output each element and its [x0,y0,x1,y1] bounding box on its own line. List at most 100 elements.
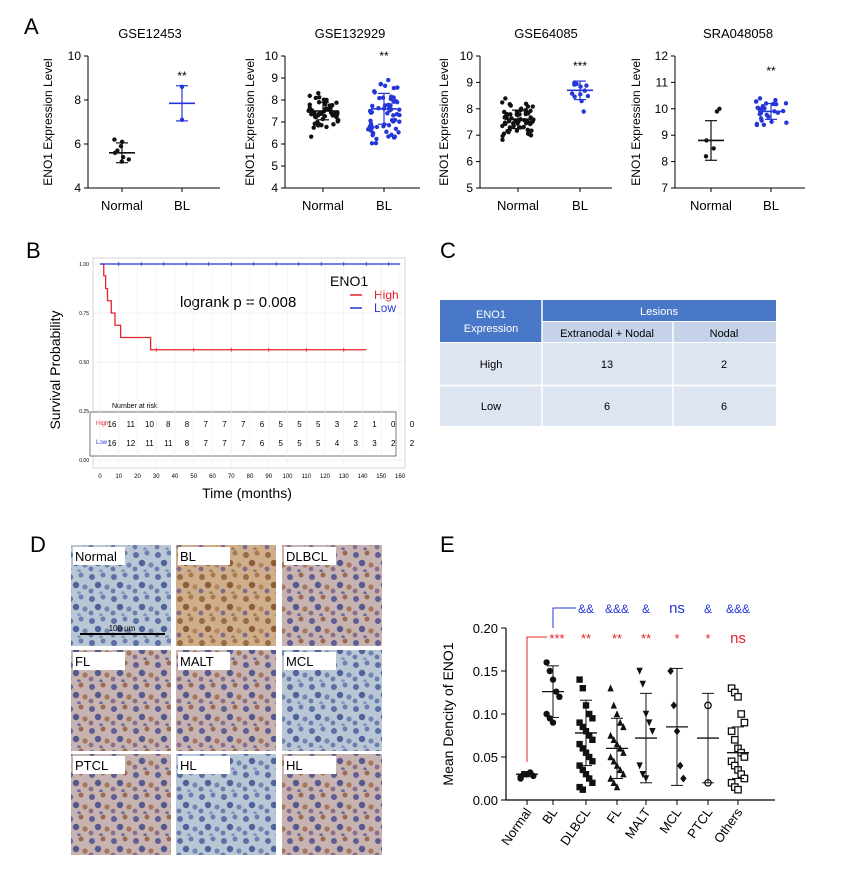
ihc-label: Normal [75,549,117,564]
y-tick-label: 4 [74,181,81,195]
panel-label-d: D [30,532,46,557]
data-point [369,141,375,146]
risk-count: 3 [335,420,340,429]
data-point [503,96,508,101]
scale-bar-label: 100 μm [109,624,136,633]
y-tick-label: 7 [271,115,278,129]
logrank-annotation: logrank p = 0.008 [180,294,296,311]
y-tick-label: 0.50 [79,360,89,366]
bracket-vs-normal [526,636,547,762]
risk-count: 7 [204,439,209,448]
sig-vs-normal: ** [641,631,651,646]
data-point [579,685,586,692]
row-label: High [480,359,503,371]
chart-sra048058: SRA048058 ENO1 Expression Level Normal B… [629,26,805,213]
ihc-label-bg [178,547,230,565]
data-point [115,148,120,153]
table-row-high-bg [440,343,776,385]
y-tick-label: 6 [74,137,81,151]
data-point [572,94,577,99]
data-point [514,128,520,133]
sig-vs-bl: ns [669,600,685,617]
y-tick-label: 0.75 [79,311,89,317]
data-point [507,101,512,107]
data-point [754,121,760,127]
x-tick-label: 100 [282,474,293,480]
ihc-label-bg [73,547,125,565]
data-point [391,113,396,118]
sig-vs-bl: & [704,602,712,616]
data-point [500,100,505,105]
y-tick-label: 0.15 [473,664,498,679]
data-point [773,97,778,103]
x-tick-label: BL [174,198,190,213]
ihc-label-bg [73,652,125,670]
data-point [370,131,376,136]
data-point [585,93,591,99]
data-point [315,112,321,118]
data-point [620,723,627,731]
data-point [397,119,402,124]
sig-vs-bl: &&& [605,602,629,616]
x-tick-label: MALT [622,805,654,841]
sig-vs-normal: ns [730,630,746,647]
data-point [607,774,614,782]
y-axis-label: ENO1 Expression Level [437,58,451,185]
data-point [734,785,742,794]
table-cell: 6 [604,401,610,413]
ihc-label: FL [75,654,90,669]
data-point [607,731,614,739]
y-tick-label: 9 [466,75,473,89]
risk-count: 6 [260,420,265,429]
table-cell: 13 [601,359,613,371]
data-point [331,122,336,127]
risk-count: 11 [127,420,136,429]
data-point [377,95,382,101]
risk-count: 0 [391,420,396,429]
y-axis-label: Mean Dencity of ENO1 [440,642,456,785]
sig-vs-bl: & [642,602,650,616]
y-tick-label: 9 [271,71,278,85]
data-point [525,119,530,124]
data-point [610,757,617,765]
data-point [386,77,391,83]
density-chart: Mean Dencity of ENO1 0.00 0.05 0.10 0.15 0.2… [440,600,775,848]
x-tick-label: Normal [497,198,539,213]
data-point [620,748,627,756]
y-tick-label: 10 [265,49,279,63]
risk-count: 10 [145,420,154,429]
table-subheader-bg [542,322,776,342]
chart-gse132929: GSE132929 ENO1 Expression Level Normal B… [243,26,420,213]
x-tick-label: 80 [247,474,254,480]
ihc-label-bg [284,756,336,774]
y-tick-label: 8 [661,155,668,169]
data-point [589,779,596,786]
risk-count: 7 [222,439,227,448]
data-point [525,111,531,116]
data-point [546,667,553,675]
data-point [372,90,377,95]
ihc-label: PTCL [75,758,108,773]
data-point [639,680,646,688]
y-tick-label: 5 [271,159,278,173]
row-label: Low [481,401,501,413]
data-point [757,111,762,117]
chart-title: GSE64085 [514,26,578,41]
data-point [636,667,643,675]
y-tick-label: 8 [271,93,278,107]
y-tick-label: 0.20 [473,621,498,636]
ihc-label: HL [180,758,197,773]
y-tick-label: 8 [466,102,473,116]
ihc-grid: Normal BL DLBCL FL MALT MCL PTCL HL HL 100 μm [71,545,382,855]
y-tick-label: 12 [655,49,669,63]
risk-count: 5 [297,439,302,448]
data-point [322,113,328,119]
ihc-label: BL [180,549,196,564]
x-tick-label: 90 [265,474,272,480]
x-tick-label: DLBCL [557,805,593,848]
data-point [620,770,627,778]
ihc-label-bg [178,756,230,774]
data-point [667,667,674,675]
x-tick-label: 40 [172,474,179,480]
bracket-vs-bl [552,607,576,628]
